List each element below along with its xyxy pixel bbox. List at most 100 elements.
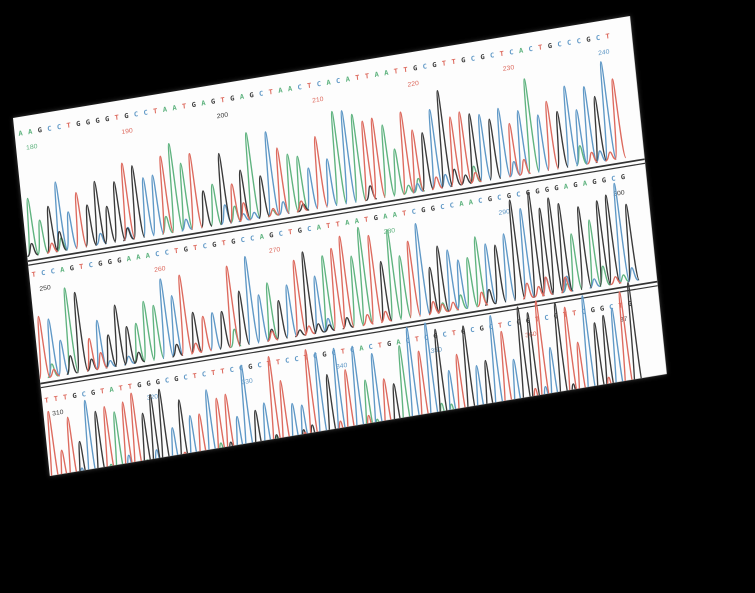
base-call: G (230, 94, 235, 102)
trace-g-channel (77, 281, 645, 476)
base-call: G (155, 378, 160, 386)
base-call: T (499, 50, 504, 58)
base-call: A (278, 86, 284, 95)
base-call: C (596, 34, 601, 42)
base-call: G (76, 120, 81, 128)
base-call: T (618, 302, 623, 310)
base-call: T (451, 58, 456, 66)
base-call: A (326, 78, 332, 87)
base-call: T (174, 247, 179, 255)
base-call: G (553, 312, 558, 320)
base-call: G (69, 264, 74, 272)
base-call: A (384, 69, 390, 78)
base-call: T (355, 74, 360, 82)
base-call: C (164, 249, 169, 257)
base-call: G (249, 91, 254, 99)
base-call: G (421, 206, 426, 214)
base-call: G (37, 126, 42, 134)
base-call: G (174, 375, 179, 383)
base-call: G (590, 306, 595, 314)
base-call: G (432, 61, 437, 69)
base-call: G (146, 380, 151, 388)
base-call: T (364, 216, 369, 224)
base-call: A (18, 129, 24, 138)
base-call: C (611, 175, 616, 183)
base-call: G (95, 117, 100, 125)
trace-c-channel (47, 182, 639, 379)
base-call: A (28, 128, 34, 137)
base-call: C (294, 355, 299, 363)
base-call: A (239, 93, 245, 102)
base-call: G (98, 260, 103, 268)
trace-c-channel (54, 61, 617, 253)
base-call: T (220, 96, 225, 104)
base-call: A (392, 211, 398, 220)
base-call: C (229, 366, 234, 374)
position-number: 290 (498, 208, 510, 217)
base-call: A (259, 233, 265, 242)
base-call: G (72, 392, 77, 400)
base-call: T (182, 102, 187, 110)
base-call: G (322, 350, 327, 358)
base-call: C (368, 343, 373, 351)
base-call: G (479, 324, 484, 332)
base-call: C (576, 37, 581, 45)
position-number: 280 (383, 227, 395, 236)
base-call: T (335, 220, 340, 228)
base-call: C (285, 357, 290, 365)
base-call: T (276, 358, 281, 366)
base-call: T (221, 239, 226, 247)
base-call: C (202, 242, 207, 250)
base-call: C (336, 77, 341, 85)
base-call: T (402, 209, 407, 217)
base-call: T (220, 367, 225, 375)
base-call: C (516, 190, 521, 198)
base-call: C (488, 323, 493, 331)
base-call: C (81, 390, 86, 398)
position-number: 330 (241, 378, 253, 387)
base-call: T (63, 393, 68, 401)
base-call: G (487, 195, 492, 203)
base-call: G (211, 98, 216, 106)
base-call: T (193, 244, 198, 252)
base-call: C (509, 48, 514, 56)
base-call: G (601, 176, 606, 184)
base-call: G (544, 186, 549, 194)
base-call: G (627, 300, 632, 308)
base-call: A (468, 198, 474, 207)
base-call: C (88, 261, 93, 269)
base-call: G (506, 192, 511, 200)
base-call: A (126, 255, 132, 264)
row-divider (27, 158, 645, 263)
base-call: C (41, 269, 46, 277)
base-call: T (288, 228, 293, 236)
base-call: T (79, 263, 84, 271)
base-call: C (240, 236, 245, 244)
position-number: 210 (312, 96, 324, 105)
base-call: G (600, 305, 605, 313)
base-call: A (162, 105, 168, 114)
base-call: G (137, 381, 142, 389)
base-call: G (547, 42, 552, 50)
base-call: C (497, 194, 502, 202)
base-call: C (143, 109, 148, 117)
base-call: A (383, 212, 389, 221)
base-call: A (316, 223, 322, 232)
base-call: T (442, 59, 447, 67)
base-call: C (202, 370, 207, 378)
base-call: C (257, 361, 262, 369)
base-call: T (128, 383, 133, 391)
base-call: G (586, 36, 591, 44)
base-call: G (592, 178, 597, 186)
base-call: G (516, 318, 521, 326)
base-call: A (374, 70, 380, 79)
base-call: G (387, 340, 392, 348)
base-call: A (145, 252, 151, 261)
position-number: 230 (503, 64, 515, 73)
base-call: C (507, 320, 512, 328)
position-number: 220 (407, 80, 419, 89)
